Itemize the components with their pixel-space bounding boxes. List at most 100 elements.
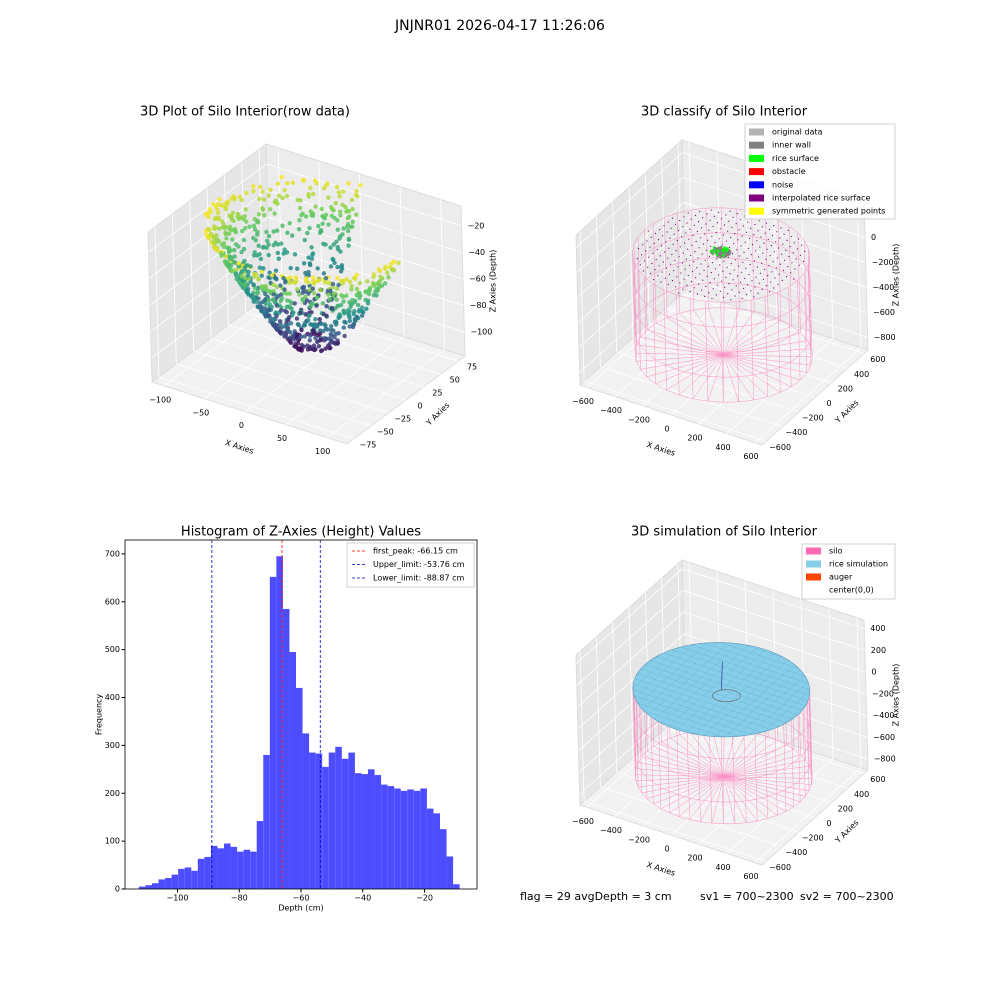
cloud-point — [331, 257, 336, 262]
cloud-point — [330, 207, 335, 212]
silo-strut — [633, 244, 637, 345]
cloud-point — [302, 320, 308, 326]
surface-dot — [791, 262, 793, 264]
y-tick-label: 500 — [105, 645, 120, 654]
histogram-bar — [309, 752, 316, 889]
surface-dot — [768, 291, 771, 293]
cloud-point — [282, 287, 287, 292]
silo-spoke — [679, 776, 724, 817]
mesh-line — [704, 642, 806, 677]
silo-strut — [743, 735, 747, 823]
panel-title: Histogram of Z-Axies (Height) Values — [181, 525, 421, 540]
silo-strut — [807, 265, 811, 366]
surface-dot — [746, 257, 748, 259]
cloud-point — [350, 224, 355, 229]
silo-spoke — [669, 737, 724, 777]
cloud-point — [211, 201, 216, 207]
z-tick-label: −20 — [468, 221, 485, 230]
surface-dot — [676, 276, 678, 278]
cloud-point — [374, 286, 380, 292]
legend-swatch — [806, 573, 821, 581]
cloud-point — [347, 318, 353, 324]
cloud-point — [334, 239, 339, 244]
surface-dot — [754, 224, 756, 226]
grid-line — [266, 163, 462, 227]
silo-strut — [808, 697, 812, 785]
silo-spoke — [723, 776, 813, 779]
cloud-point — [338, 212, 343, 218]
silo-strut — [774, 728, 778, 816]
mesh-line — [744, 644, 785, 659]
cloud-point — [310, 286, 316, 291]
silo-strut — [676, 213, 680, 314]
cloud-point — [257, 251, 262, 257]
cloud-point — [355, 194, 360, 199]
silo-strut — [690, 298, 694, 399]
cloud-point — [296, 226, 302, 232]
silo-strut — [637, 269, 641, 370]
y-tick-label: 25 — [432, 389, 442, 398]
silo-spoke — [723, 354, 801, 381]
cloud-point — [251, 184, 256, 189]
cloud-point — [329, 333, 335, 338]
silo-strut — [803, 240, 808, 341]
cloud-point — [312, 178, 318, 183]
surface-dot — [765, 258, 767, 260]
surface-dot — [654, 269, 656, 271]
mesh-line — [703, 659, 789, 736]
cloud-point — [261, 212, 267, 218]
cloud-point — [330, 281, 336, 287]
cloud-point — [317, 230, 323, 236]
cloud-point — [264, 245, 269, 250]
cloud-point — [317, 331, 323, 337]
cloud-point — [307, 261, 313, 266]
cloud-point — [357, 280, 362, 286]
cloud-point — [344, 293, 349, 298]
silo-strut — [633, 693, 637, 781]
silo-spoke — [723, 733, 759, 777]
silo-spoke — [669, 776, 724, 814]
cloud-point — [367, 288, 372, 294]
surface-dot — [650, 272, 652, 274]
surface-dot — [715, 232, 717, 234]
surface-dot — [732, 279, 734, 281]
cloud-point — [311, 343, 317, 348]
surface-dot — [729, 210, 731, 212]
silo-strut — [791, 719, 794, 807]
grid-line — [579, 231, 585, 382]
mesh-line — [724, 669, 801, 737]
silo-spoke — [653, 746, 724, 777]
surface-dot — [759, 246, 761, 248]
silo-spoke — [723, 332, 801, 356]
silo-spoke — [723, 354, 781, 393]
surface-dot — [647, 230, 649, 232]
cloud-point — [275, 181, 281, 186]
surface-dot — [750, 254, 752, 256]
cloud-point — [275, 294, 281, 299]
silo-spoke — [723, 730, 736, 777]
cloud-point — [325, 181, 330, 186]
cloud-point — [257, 196, 262, 202]
surface-dot — [639, 264, 641, 266]
cloud-point — [313, 317, 318, 322]
histogram-bar — [282, 608, 290, 889]
cloud-point — [245, 273, 251, 278]
surface-dot — [645, 250, 647, 252]
silo-strut — [697, 734, 701, 822]
surface-dot — [730, 236, 732, 238]
silo-strut — [797, 233, 801, 334]
cloud-point — [287, 299, 293, 304]
cloud-point — [307, 226, 312, 231]
cloud-point — [313, 347, 318, 352]
x-tick-label: −60 — [293, 894, 310, 903]
cloud-point — [233, 271, 238, 276]
cloud-point — [346, 312, 352, 318]
silo-spoke — [636, 344, 724, 356]
surface-dot — [697, 221, 700, 223]
surface-dot — [691, 244, 693, 246]
cloud-point — [349, 287, 354, 292]
cloud-point — [339, 264, 344, 270]
cloud-point — [278, 298, 283, 304]
surface-dot — [724, 286, 726, 288]
